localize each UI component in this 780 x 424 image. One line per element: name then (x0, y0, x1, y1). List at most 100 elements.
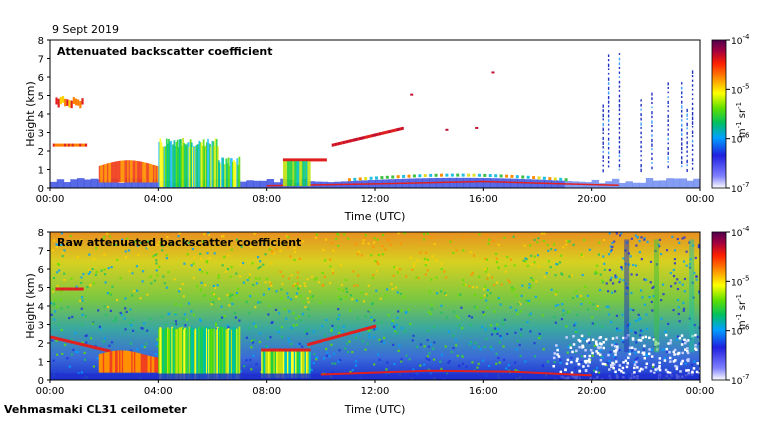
cloud-cell (84, 343, 87, 347)
noise-speck (492, 329, 496, 333)
noise-speck (231, 302, 234, 306)
noise-speck (554, 248, 557, 252)
noise-speck (682, 260, 686, 263)
noise-speck (351, 368, 354, 372)
noise-speck (289, 255, 292, 258)
precip-streak (691, 102, 694, 106)
noise-speck (126, 237, 129, 240)
noise-speck (598, 241, 601, 244)
cloud-cell (336, 142, 339, 146)
precip-streak (618, 66, 621, 69)
noise-speck (639, 367, 643, 371)
noise-speck (515, 348, 518, 351)
cloud-cell (301, 161, 304, 187)
cloud-cell (293, 158, 296, 162)
noise-speck (124, 297, 127, 300)
noise-speck (489, 345, 493, 348)
cloud-cell (284, 158, 287, 162)
noise-speck (102, 340, 106, 343)
noise-speck (691, 372, 694, 375)
precip-cell (209, 327, 212, 380)
precip-streak (681, 151, 683, 154)
noise-speck (52, 276, 56, 280)
noise-speck (611, 337, 615, 340)
cloud-cell (121, 350, 124, 373)
noise-speck (686, 351, 690, 355)
cloud-cell (117, 350, 120, 373)
precip-streak (691, 125, 694, 128)
noise-speck (268, 281, 271, 284)
noise-speck (314, 236, 318, 239)
cloud-cell (84, 143, 88, 147)
noise-speck (454, 344, 458, 347)
precip-streak (640, 164, 642, 168)
noise-speck (497, 297, 500, 300)
boundary-layer-cell (314, 373, 322, 380)
noise-speck (149, 317, 152, 320)
noise-speck (487, 242, 490, 245)
precip-cell (178, 139, 181, 188)
noise-speck (639, 289, 643, 292)
noise-speck (526, 320, 529, 324)
noise-speck (220, 305, 223, 308)
colorbar-gradient-top (711, 39, 727, 189)
noise-speck (228, 304, 231, 307)
y-axis-label-bottom: Height (km) (24, 273, 37, 339)
noise-speck (323, 275, 326, 279)
cloud-cell (135, 352, 138, 373)
cloud-speck (475, 126, 479, 129)
cloud-cell (343, 140, 346, 144)
boundary-layer-cell (456, 177, 464, 188)
cloud-cell (351, 138, 354, 142)
noise-speck (430, 236, 433, 239)
noise-speck (578, 369, 582, 373)
noise-speck (373, 336, 376, 339)
noise-speck (601, 356, 605, 359)
noise-speck (508, 281, 511, 284)
cloud-cell (142, 354, 145, 373)
noise-speck (413, 262, 416, 265)
cloud-cell (106, 349, 110, 353)
boundary-layer-cell (449, 373, 457, 380)
noise-speck (349, 294, 353, 297)
cloud-cell (548, 177, 552, 181)
noise-speck (675, 367, 679, 371)
noise-speck (51, 339, 54, 342)
boundary-layer-cell (354, 373, 363, 380)
noise-speck (599, 358, 603, 362)
noise-speck (613, 240, 616, 243)
cloud-cell (124, 160, 127, 183)
precip-streak (691, 75, 694, 78)
cloud-speck (410, 93, 414, 96)
noise-speck (594, 322, 597, 326)
cloud-cell (266, 350, 269, 379)
noise-speck (609, 364, 613, 367)
noise-speck (646, 240, 649, 243)
precip-streak (681, 86, 683, 90)
noise-speck (273, 239, 276, 243)
noise-speck (216, 240, 219, 243)
boundary-layer-cell (496, 178, 505, 188)
noise-speck (652, 295, 655, 298)
precip-cell (213, 145, 216, 188)
noise-speck (552, 356, 556, 360)
precip-streak (681, 128, 683, 132)
cloud-cell (477, 173, 481, 177)
noise-speck (321, 324, 324, 328)
boundary-layer-cell (564, 373, 572, 380)
noise-speck (83, 358, 87, 361)
noise-speck (199, 319, 202, 323)
noise-speck (312, 330, 315, 333)
boundary-layer-cell (442, 373, 451, 380)
noise-speck (214, 322, 218, 325)
noise-speck (468, 343, 472, 346)
noise-speck (673, 258, 677, 261)
noise-speck (476, 366, 479, 369)
noise-speck (676, 299, 680, 302)
noise-speck (108, 235, 111, 238)
precip-streak (602, 160, 604, 162)
noise-speck (248, 311, 251, 315)
noise-speck (213, 252, 216, 255)
cloud-cell (423, 174, 427, 178)
noise-speck (393, 266, 396, 269)
